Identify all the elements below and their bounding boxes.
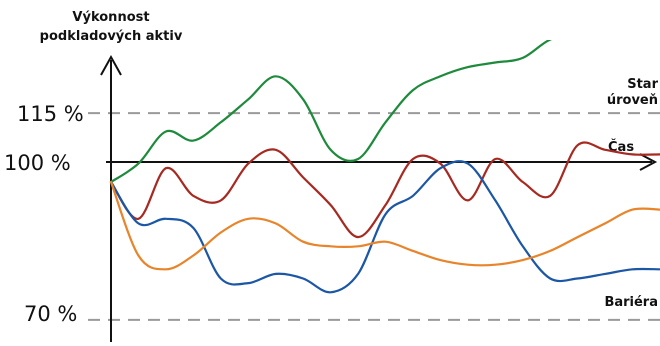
- tick-label-115: 115 %: [17, 102, 84, 126]
- strike-level-label-line-2: úroveň: [607, 93, 658, 108]
- series-line-3: [109, 160, 660, 294]
- tick-label-70: 70 %: [24, 302, 77, 326]
- series-line-1: [109, 40, 553, 184]
- series-group: [109, 40, 660, 294]
- tick-label-100: 100 %: [4, 151, 71, 175]
- series-line-4: [109, 180, 660, 271]
- y-axis-title-line-2: podkladových aktiv: [40, 29, 183, 44]
- strike-level-label-line-1: Star: [627, 77, 658, 92]
- y-axis-title-line-1: Výkonnost: [72, 10, 149, 25]
- reference-lines: [88, 112, 660, 321]
- y-axis-arrowhead: [100, 54, 122, 76]
- barrier-label: Bariéra: [604, 295, 658, 310]
- series-line-2: [109, 141, 660, 239]
- x-axis-arrowhead: [639, 153, 658, 171]
